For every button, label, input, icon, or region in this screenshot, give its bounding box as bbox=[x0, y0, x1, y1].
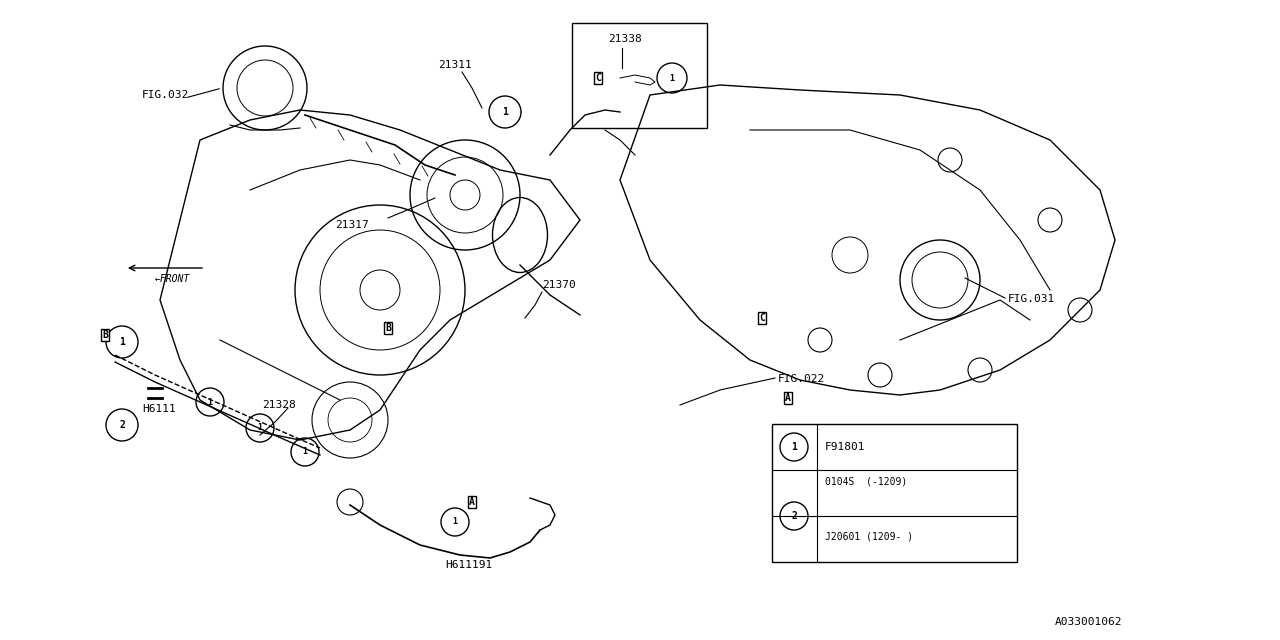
Text: 2: 2 bbox=[791, 511, 797, 521]
Text: A033001062: A033001062 bbox=[1055, 617, 1123, 627]
Text: 1: 1 bbox=[502, 107, 508, 117]
Text: 21370: 21370 bbox=[541, 280, 576, 290]
Text: FIG.032: FIG.032 bbox=[142, 90, 189, 100]
Text: C: C bbox=[759, 313, 765, 323]
Text: 0104S  (-1209): 0104S (-1209) bbox=[826, 477, 908, 486]
Text: FIG.022: FIG.022 bbox=[778, 374, 826, 384]
Text: 1: 1 bbox=[302, 447, 307, 456]
Text: J20601 (1209- ): J20601 (1209- ) bbox=[826, 532, 913, 541]
Text: B: B bbox=[385, 323, 390, 333]
Text: 1: 1 bbox=[119, 337, 125, 347]
Text: 1: 1 bbox=[791, 442, 797, 452]
Text: 1: 1 bbox=[669, 74, 675, 83]
Text: 21311: 21311 bbox=[438, 60, 472, 70]
Text: F91801: F91801 bbox=[826, 442, 865, 452]
Text: 1: 1 bbox=[257, 424, 262, 433]
Bar bbox=[572, 23, 707, 128]
Text: ←FRONT: ←FRONT bbox=[155, 274, 191, 284]
Text: B: B bbox=[102, 330, 108, 340]
Text: H611191: H611191 bbox=[445, 560, 493, 570]
Text: 1: 1 bbox=[453, 518, 457, 527]
Text: A: A bbox=[785, 393, 791, 403]
Text: C: C bbox=[595, 73, 600, 83]
Text: 2: 2 bbox=[119, 420, 125, 430]
Bar bbox=[772, 424, 1018, 562]
Text: 21317: 21317 bbox=[335, 220, 369, 230]
Text: 21338: 21338 bbox=[608, 34, 641, 44]
Text: 1: 1 bbox=[207, 397, 212, 406]
Text: 21328: 21328 bbox=[262, 400, 296, 410]
Text: A: A bbox=[468, 497, 475, 507]
Text: H6111: H6111 bbox=[142, 404, 175, 414]
Text: FIG.031: FIG.031 bbox=[1009, 294, 1055, 304]
